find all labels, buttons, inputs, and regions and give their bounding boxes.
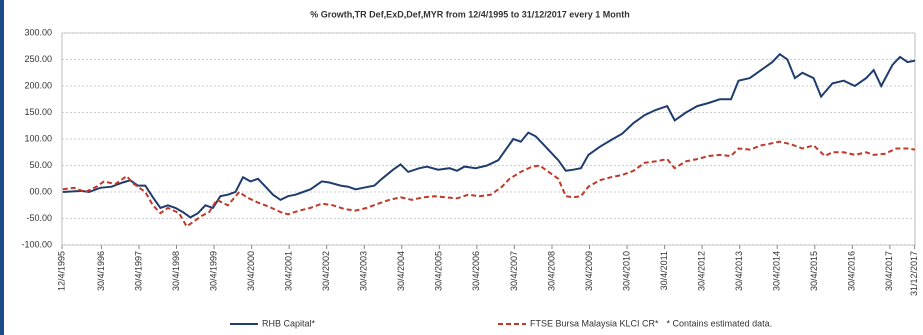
legend-label: FTSE Bursa Malaysia KLCI CR* — [530, 318, 659, 328]
x-tick-label: 12/4/1995 — [56, 251, 66, 291]
x-tick-label: 30/4/2007 — [509, 251, 519, 291]
legend-label: RHB Capital* — [262, 318, 316, 328]
x-tick-label: 30/4/2005 — [434, 251, 444, 291]
x-tick-label: 30/4/2009 — [584, 251, 594, 291]
x-tick-label: 30/4/2016 — [847, 251, 857, 291]
line — [62, 52, 916, 219]
x-tick-label: 30/4/2012 — [697, 251, 707, 291]
y-tick-label: -50.00 — [26, 213, 52, 223]
y-tick-label: 200.00 — [24, 80, 52, 90]
x-tick-label: 30/4/2002 — [321, 251, 331, 291]
x-tick-label: 30/4/1998 — [171, 251, 181, 291]
x-tick-label: 30/4/1999 — [208, 251, 218, 291]
x-tick-label: 30/4/2000 — [246, 251, 256, 291]
y-tick-label: 300.00 — [24, 27, 52, 37]
line — [62, 140, 916, 228]
x-tick-label: 30/4/2004 — [396, 251, 406, 291]
x-tick-label: 30/4/1997 — [133, 251, 143, 291]
x-tick-label: 30/4/1996 — [96, 251, 106, 291]
chart-title: % Growth,TR Def,ExD,Def,MYR from 12/4/19… — [310, 9, 630, 19]
x-tick-label: 30/4/2008 — [546, 251, 556, 291]
x-tick-label: 30/4/2006 — [471, 251, 481, 291]
y-tick-label: -100.00 — [21, 239, 52, 249]
y-tick-label: 50.00 — [29, 160, 52, 170]
x-tick-label: 31/12/2017 — [909, 251, 919, 296]
y-tick-label: 100.00 — [24, 133, 52, 143]
y-tick-label: 150.00 — [24, 107, 52, 117]
x-tick-label: 30/4/2011 — [659, 251, 669, 290]
y-tick-label: 00.00 — [29, 186, 52, 196]
x-tick-label: 30/4/2014 — [772, 251, 782, 291]
left-border — [0, 0, 4, 335]
x-tick-label: 30/4/2010 — [621, 251, 631, 291]
x-tick-label: 30/4/2017 — [884, 251, 894, 291]
x-tick-label: 30/4/2013 — [734, 251, 744, 291]
footnote: * Contains estimated data. — [667, 318, 773, 328]
y-tick-label: 250.00 — [24, 54, 52, 64]
x-tick-label: 30/4/2001 — [284, 251, 294, 291]
x-tick-label: 30/4/2003 — [359, 251, 369, 291]
x-tick-label: 30/4/2015 — [809, 251, 819, 291]
